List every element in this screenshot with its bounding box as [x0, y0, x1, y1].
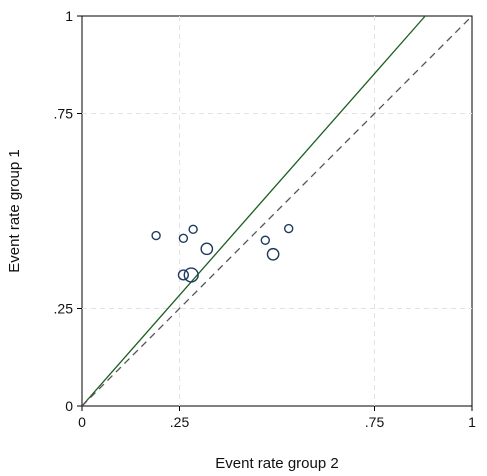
y-tick-label: 0 — [65, 398, 73, 414]
data-point — [151, 230, 161, 241]
y-tick-label: 1 — [65, 8, 73, 24]
grid — [82, 16, 472, 406]
data-point — [188, 224, 198, 235]
y-tick-label: .25 — [54, 301, 74, 317]
data-point — [178, 233, 189, 244]
fitted-line — [81, 15, 426, 407]
x-tick-label: 1 — [468, 414, 476, 430]
data-point — [266, 247, 280, 261]
data-points — [151, 223, 294, 283]
x-tick-label: 0 — [78, 414, 86, 430]
data-point — [200, 242, 214, 256]
data-point — [183, 267, 199, 283]
reference-lines — [81, 15, 473, 407]
x-tick-label: .25 — [170, 414, 190, 430]
x-axis-title: Event rate group 2 — [215, 455, 338, 472]
data-point — [177, 269, 189, 281]
y-axis-ticks: 0 .25 .75 1 — [54, 8, 82, 414]
y-tick-label: .75 — [54, 106, 74, 122]
x-tick-label: .75 — [365, 414, 385, 430]
y-axis-title: Event rate group 1 — [6, 149, 23, 272]
equality-line — [81, 15, 473, 407]
data-point — [260, 235, 270, 245]
x-axis-ticks: 0 .25 .75 1 — [78, 406, 476, 430]
data-point — [284, 223, 294, 234]
